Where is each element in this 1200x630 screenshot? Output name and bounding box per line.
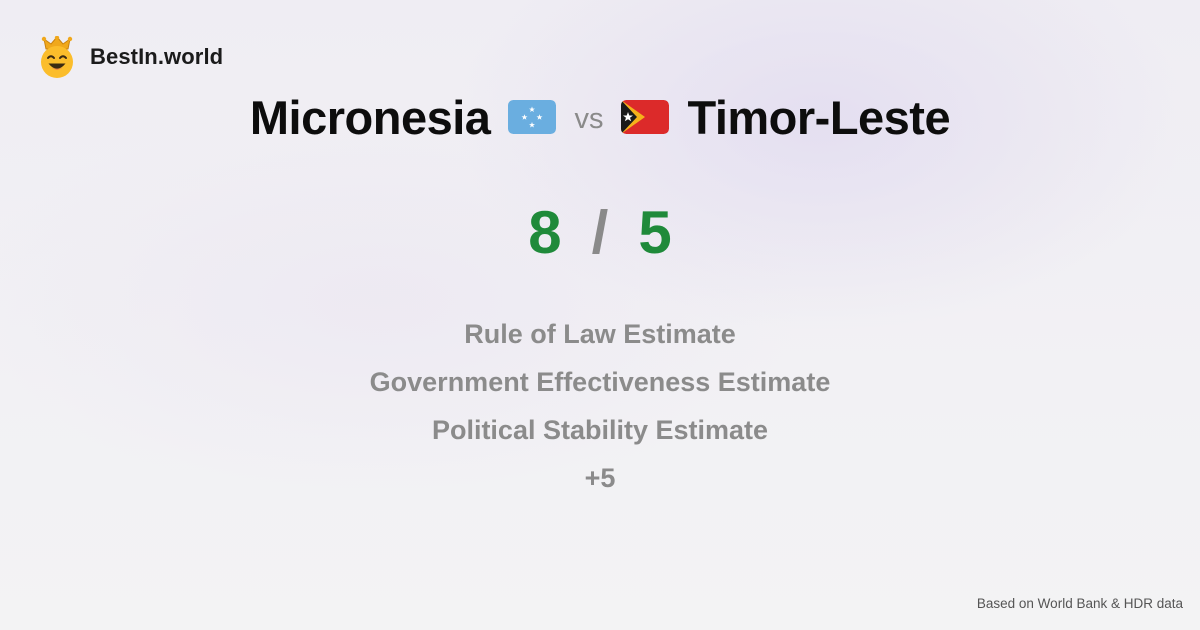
brand-name: BestIn.world [90, 44, 224, 69]
vs-label: vs [574, 102, 604, 135]
score-separator: / [591, 198, 609, 266]
metrics-list: Rule of Law Estimate Government Effectiv… [0, 310, 1200, 454]
data-source-note: Based on World Bank & HDR data [976, 596, 1183, 611]
metric-item: Rule of Law Estimate [464, 319, 736, 349]
right-country-name: Timor-Leste [687, 90, 951, 144]
comparison-title: Micronesia vs Timor-Leste [0, 86, 1200, 148]
metric-item: Political Stability Estimate [431, 415, 769, 445]
metric-item: Government Effectiveness Estimate [369, 367, 831, 397]
micronesia-flag-icon [508, 100, 557, 134]
brand-header[interactable]: BestIn.world [38, 36, 223, 78]
score-display: 8 / 5 [0, 196, 1200, 268]
left-country-name: Micronesia [249, 90, 491, 144]
more-metrics-count: +5 [584, 463, 616, 493]
timor-leste-flag-icon [621, 100, 670, 134]
crown-smiley-icon [41, 36, 73, 78]
left-score: 8 [528, 198, 562, 266]
right-score: 5 [638, 198, 672, 266]
